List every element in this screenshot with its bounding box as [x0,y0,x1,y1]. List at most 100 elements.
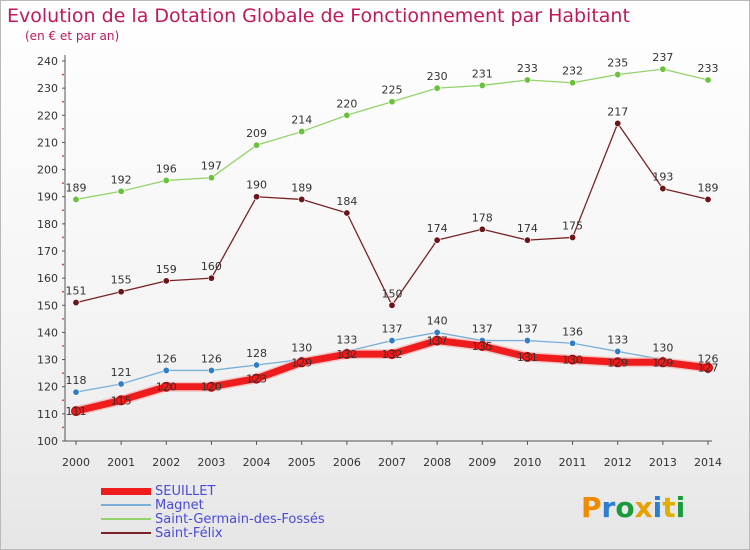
data-label-seuillet: 129 [607,356,628,369]
series-line-saint-f-lix [75,122,709,306]
data-point-seuillet [657,357,668,368]
data-point-saint-f-lix [569,233,577,241]
data-label-saint-germain-des-foss-s: 192 [111,173,132,186]
data-label-magnet: 130 [652,342,673,355]
data-point-saint-germain-des-foss-s [614,71,622,79]
data-point-saint-f-lix [72,299,80,307]
data-label-seuillet: 120 [156,381,177,394]
y-tick-label: 180 [37,218,58,231]
y-minor-tick [62,100,64,103]
data-label-seuillet: 111 [66,405,87,418]
data-point-magnet [207,366,215,374]
y-minor-tick [62,372,64,375]
y-tick-label: 170 [37,245,58,258]
data-label-saint-germain-des-foss-s: 233 [698,62,719,75]
x-tick-label: 2001 [107,456,135,469]
data-point-saint-germain-des-foss-s [388,98,396,106]
data-label-seuillet: 137 [427,335,448,348]
data-label-magnet: 133 [336,333,357,346]
data-point-magnet [569,339,577,347]
data-point-magnet [162,366,170,374]
y-tick-label: 120 [37,381,58,394]
y-minor-tick [62,290,64,293]
data-label-seuillet: 115 [111,394,132,407]
data-point-magnet [388,337,396,345]
data-point-seuillet [387,349,397,360]
y-minor-tick [62,127,64,130]
data-label-seuillet: 123 [246,373,267,386]
chart-subtitle: (en € et par an) [25,29,120,43]
data-label-saint-germain-des-foss-s: 235 [607,57,628,70]
y-minor-tick [62,426,64,429]
data-label-saint-f-lix: 175 [562,219,583,232]
data-label-saint-germain-des-foss-s: 197 [201,160,222,173]
data-label-saint-germain-des-foss-s: 214 [291,114,312,127]
logo-letter: r [601,491,616,524]
data-label-magnet: 137 [472,323,493,336]
data-label-saint-germain-des-foss-s: 232 [562,65,583,78]
data-point-saint-f-lix [614,119,622,127]
data-label-saint-f-lix: 184 [336,195,357,208]
data-label-saint-germain-des-foss-s: 209 [246,127,267,140]
logo-letter: i [652,491,663,524]
data-label-magnet: 140 [427,314,448,327]
x-tick-label: 2006 [333,456,361,469]
y-tick-label: 200 [37,164,58,177]
data-label-seuillet: 131 [517,351,538,364]
data-point-seuillet [296,357,307,368]
x-tick-label: 2008 [423,456,451,469]
data-point-saint-f-lix [659,185,667,193]
data-label-magnet: 133 [607,333,628,346]
y-minor-tick [62,182,64,185]
x-tick-label: 2013 [649,456,677,469]
data-label-saint-f-lix: 217 [607,105,628,118]
y-tick-label: 150 [37,299,58,312]
data-label-saint-germain-des-foss-s: 233 [517,62,538,75]
y-minor-tick [62,399,64,402]
data-point-seuillet [612,357,623,368]
data-label-saint-germain-des-foss-s: 189 [66,181,87,194]
data-point-saint-germain-des-foss-s [298,128,306,136]
data-point-saint-f-lix [253,193,261,201]
data-label-saint-f-lix: 189 [291,181,312,194]
y-tick-label: 230 [37,82,58,95]
y-minor-tick [62,317,64,320]
data-label-seuillet: 120 [201,381,222,394]
legend-label-saint-felix: Saint-Félix [155,526,223,541]
data-point-saint-germain-des-foss-s [207,174,215,182]
data-label-saint-f-lix: 193 [652,171,673,184]
legend-label-magnet: Magnet [155,498,204,513]
y-tick-label: 140 [37,326,58,339]
data-point-saint-germain-des-foss-s [343,111,351,119]
logo-letter: t [662,491,676,524]
legend-label-seuillet: SEUILLET [155,484,216,499]
data-label-seuillet: 130 [562,354,583,367]
data-point-magnet [253,361,261,369]
data-point-magnet [523,337,531,345]
x-tick-label: 2010 [513,456,541,469]
data-label-seuillet: 129 [652,356,673,369]
data-point-seuillet [251,373,262,384]
data-point-seuillet [432,335,443,346]
data-label-saint-f-lix: 150 [382,287,403,300]
data-label-saint-f-lix: 178 [472,211,493,224]
data-label-saint-germain-des-foss-s: 230 [427,70,448,83]
y-minor-tick [62,209,64,212]
data-label-magnet: 118 [66,374,87,387]
data-point-saint-germain-des-foss-s [478,81,486,89]
data-point-saint-germain-des-foss-s [433,84,441,92]
data-point-saint-f-lix [388,301,396,309]
data-point-seuillet [71,406,81,417]
data-label-magnet: 136 [562,325,583,338]
y-minor-tick [62,155,64,157]
data-point-saint-germain-des-foss-s [162,176,170,184]
y-minor-tick [62,73,64,76]
data-point-magnet [72,388,80,396]
data-label-magnet: 126 [698,352,719,365]
data-point-seuillet [116,395,127,406]
proxiti-logo: Proxiti [581,491,685,524]
data-point-seuillet [477,341,488,351]
legend-label-saint-germain: Saint-Germain-des-Fossés [155,512,325,527]
